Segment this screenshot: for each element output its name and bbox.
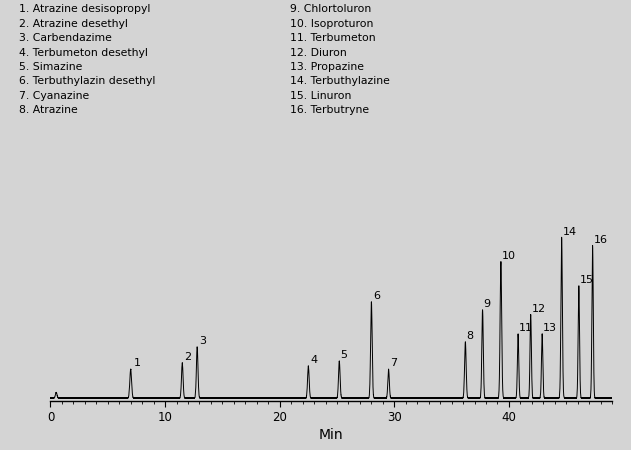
Text: 10: 10 [502,251,516,261]
Text: 1: 1 [134,358,141,369]
Text: 5: 5 [341,351,348,360]
Text: 6: 6 [373,291,380,301]
Text: 4: 4 [310,355,317,365]
Text: 2: 2 [184,352,191,362]
Text: 12: 12 [532,304,546,314]
Text: 14: 14 [563,227,577,237]
Text: 1. Atrazine desisopropyl
2. Atrazine desethyl
3. Carbendazime
4. Terbumeton dese: 1. Atrazine desisopropyl 2. Atrazine des… [19,4,155,115]
Text: 8: 8 [467,331,474,341]
Text: 16: 16 [594,235,608,245]
Text: 11: 11 [519,323,533,333]
Text: 7: 7 [390,358,397,369]
X-axis label: Min: Min [319,428,344,442]
Text: 15: 15 [580,275,594,285]
Text: 9. Chlortoluron
10. Isoproturon
11. Terbumeton
12. Diuron
13. Propazine
14. Terb: 9. Chlortoluron 10. Isoproturon 11. Terb… [290,4,390,115]
Text: 13: 13 [543,323,557,333]
Text: 3: 3 [199,336,206,346]
Text: 9: 9 [484,299,491,309]
